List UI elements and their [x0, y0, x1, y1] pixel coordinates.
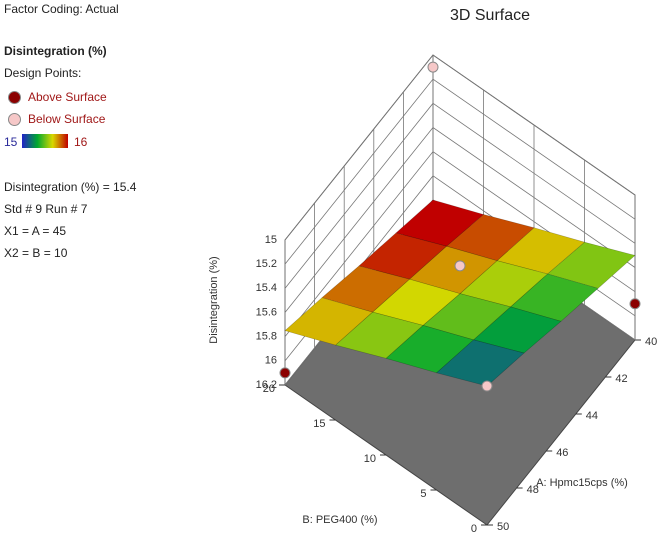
response-name: Disintegration (%) [4, 44, 107, 58]
x-tick-label: 44 [586, 410, 598, 422]
readout-x2: X2 = B = 10 [4, 246, 68, 260]
readout-value: Disintegration (%) = 15.4 [4, 180, 137, 194]
x-axis-label: A: Hpmc15cps (%) [536, 477, 628, 489]
colorbar [22, 134, 68, 148]
factor-coding: Factor Coding: Actual [4, 2, 119, 16]
readout-run: Std # 9 Run # 7 [4, 202, 88, 216]
surface-cell [284, 297, 374, 346]
design-point [629, 298, 641, 310]
design-point [279, 367, 291, 379]
y-tick-label: 0 [471, 523, 477, 535]
z-tick-label: 15.6 [256, 306, 277, 318]
above-label: Above Surface [28, 90, 107, 104]
x-tick-label: 40 [645, 336, 657, 348]
design-point [427, 61, 439, 73]
x-tick-label: 48 [527, 484, 539, 496]
z-axis-label: Disintegration (%) [208, 256, 220, 343]
z-tick-label: 16 [265, 355, 277, 367]
scale-max: 16 [74, 135, 88, 149]
y-tick-label: 10 [364, 453, 376, 465]
below-label: Below Surface [28, 112, 106, 126]
z-tick-label: 15.4 [256, 282, 277, 294]
z-tick-label: 15 [265, 234, 277, 246]
y-axis-label: B: PEG400 (%) [302, 514, 377, 526]
below-marker [8, 113, 21, 126]
readout-x1: X1 = A = 45 [4, 224, 67, 238]
design-point [454, 260, 466, 272]
z-tick-label: 16.2 [256, 379, 277, 391]
x-tick-label: 42 [615, 373, 627, 385]
above-marker [8, 91, 21, 104]
z-tick-label: 15.2 [256, 258, 277, 270]
scale-min: 15 [4, 135, 18, 149]
z-tick-label: 15.8 [256, 331, 277, 343]
x-tick-label: 46 [556, 447, 568, 459]
design-point [481, 380, 493, 392]
chart-title: 3D Surface [450, 7, 530, 24]
x-tick-label: 50 [497, 521, 509, 533]
y-tick-label: 5 [420, 488, 426, 500]
y-tick-label: 20 [263, 383, 275, 395]
y-tick-label: 15 [313, 418, 325, 430]
design-points-label: Design Points: [4, 66, 82, 80]
